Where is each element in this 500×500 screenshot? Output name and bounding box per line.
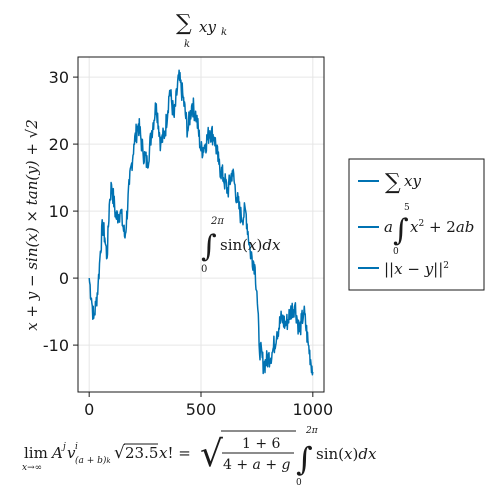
svg-text:A: A (50, 444, 63, 462)
svg-text:5: 5 (404, 203, 410, 213)
svg-text:∫: ∫ (201, 229, 217, 264)
svg-text:x→∞: x→∞ (22, 463, 42, 473)
gridlines (78, 57, 324, 392)
x-tick-label: 0 (84, 400, 94, 419)
chart-title: ∑ k xy k (176, 11, 227, 50)
svg-text:√: √ (200, 434, 223, 475)
svg-text:i: i (75, 442, 78, 452)
ticks: 0 500 1000 -10 0 10 20 30 (43, 68, 333, 419)
svg-text:∫: ∫ (296, 440, 313, 478)
svg-text:2π: 2π (210, 216, 224, 227)
x-tick-label: 1000 (292, 400, 333, 419)
svg-text:0: 0 (393, 247, 399, 257)
svg-text:4 + a + g: 4 + a + g (223, 457, 291, 473)
svg-text:∑: ∑ (176, 11, 192, 36)
series-line (88, 69, 314, 376)
svg-text:sin(x)dx: sin(x)dx (220, 236, 281, 254)
legend-entry-sum-xy: ∑ xy (358, 170, 421, 195)
y-tick-label: 30 (49, 68, 69, 87)
svg-text:x! =: x! = (159, 444, 191, 462)
y-tick-label: 10 (49, 202, 69, 221)
svg-text:lim: lim (24, 444, 48, 462)
x-tick-label: 500 (186, 400, 217, 419)
svg-text:a: a (384, 218, 393, 236)
svg-text:√: √ (114, 443, 125, 463)
svg-text:0: 0 (296, 478, 302, 488)
svg-text:2π: 2π (305, 426, 319, 436)
legend: ∑ xy a ∫ 5 0 x2 + 2ab ||x − y||2 (348, 158, 485, 291)
y-tick-label: 0 (59, 269, 69, 288)
svg-text:k: k (184, 39, 190, 50)
svg-text:∫: ∫ (393, 213, 409, 248)
svg-text:xy: xy (404, 172, 421, 190)
y-tick-label: -10 (43, 336, 69, 355)
y-axis-label: x + y − sin(x) × tan(y) + √2 (23, 119, 41, 331)
svg-text:sin(x)dx: sin(x)dx (316, 445, 377, 463)
svg-text:||x − y||2: ||x − y||2 (384, 260, 449, 278)
integral-annotation: ∫ 2π 0 sin(x)dx (201, 216, 281, 275)
legend-entry-norm: ||x − y||2 (358, 260, 449, 278)
svg-text:x + y − sin(x) × tan(y) + √2: x + y − sin(x) × tan(y) + √2 (23, 119, 41, 331)
legend-entry-integral: a ∫ 5 0 x2 + 2ab (358, 203, 474, 257)
svg-text:0: 0 (201, 264, 207, 275)
svg-text:∑: ∑ (385, 170, 401, 195)
svg-text:x2 + 2ab: x2 + 2ab (410, 218, 474, 236)
x-axis-label: lim x→∞ A j v i (a + b)k √ 23.5 x! = √ 1… (22, 426, 377, 488)
svg-text:23.5: 23.5 (125, 444, 158, 462)
svg-text:(a + b)k: (a + b)k (75, 455, 111, 466)
svg-text:v: v (67, 444, 76, 462)
svg-text:1 + 6: 1 + 6 (242, 436, 281, 452)
svg-text:j: j (61, 442, 66, 452)
svg-text:xy: xy (199, 18, 216, 36)
y-tick-label: 20 (49, 135, 69, 154)
svg-text:k: k (221, 27, 227, 38)
